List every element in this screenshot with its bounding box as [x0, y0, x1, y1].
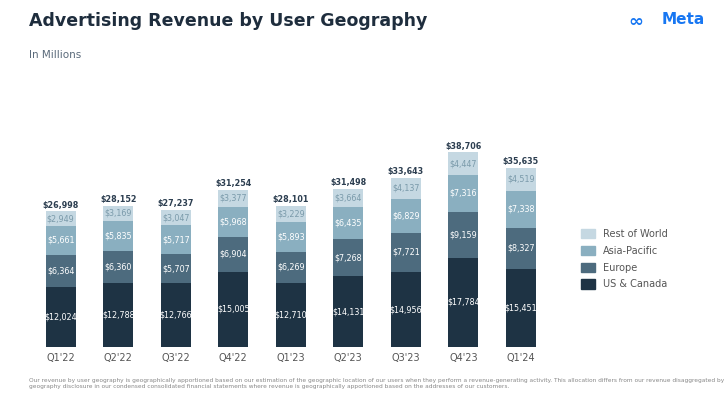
- Bar: [334, 239, 364, 276]
- Bar: [506, 269, 536, 347]
- Bar: [103, 221, 133, 251]
- Text: $5,707: $5,707: [162, 264, 190, 273]
- Text: $5,968: $5,968: [220, 217, 247, 226]
- Bar: [334, 276, 364, 347]
- Bar: [506, 227, 536, 269]
- Text: $2,949: $2,949: [47, 214, 75, 223]
- Text: $33,643: $33,643: [387, 167, 424, 176]
- Text: $5,835: $5,835: [105, 232, 132, 241]
- Text: $12,766: $12,766: [159, 310, 192, 320]
- Text: $6,829: $6,829: [392, 211, 419, 220]
- Bar: [161, 283, 190, 347]
- Text: $5,661: $5,661: [47, 236, 74, 245]
- Text: $4,447: $4,447: [449, 159, 477, 168]
- Text: $27,237: $27,237: [158, 200, 194, 208]
- Bar: [218, 190, 248, 207]
- Text: $3,664: $3,664: [334, 194, 362, 202]
- Text: $14,131: $14,131: [332, 307, 364, 316]
- Bar: [506, 168, 536, 191]
- Text: $15,005: $15,005: [217, 305, 249, 314]
- Text: $12,024: $12,024: [44, 312, 77, 321]
- Text: $12,788: $12,788: [102, 310, 134, 320]
- Text: ∞: ∞: [629, 13, 644, 31]
- Text: $4,137: $4,137: [392, 184, 419, 193]
- Bar: [218, 207, 248, 237]
- Text: $12,710: $12,710: [275, 311, 307, 320]
- Legend: Rest of World, Asia-Pacific, Europe, US & Canada: Rest of World, Asia-Pacific, Europe, US …: [578, 226, 670, 292]
- Bar: [276, 252, 306, 283]
- Bar: [391, 272, 421, 347]
- Bar: [161, 210, 190, 225]
- Text: $4,519: $4,519: [507, 175, 534, 184]
- Text: $3,047: $3,047: [162, 213, 190, 222]
- Bar: [506, 191, 536, 227]
- Bar: [334, 189, 364, 207]
- Text: $31,254: $31,254: [215, 179, 252, 188]
- Bar: [103, 251, 133, 283]
- Bar: [276, 206, 306, 222]
- Bar: [276, 222, 306, 252]
- Text: $26,998: $26,998: [42, 201, 79, 209]
- Bar: [449, 211, 478, 258]
- Text: $8,327: $8,327: [507, 244, 534, 253]
- Text: $7,721: $7,721: [392, 248, 419, 257]
- Bar: [46, 211, 76, 226]
- Text: $31,498: $31,498: [330, 178, 366, 187]
- Bar: [391, 178, 421, 199]
- Text: $35,635: $35,635: [503, 157, 539, 166]
- Bar: [449, 152, 478, 175]
- Text: $38,706: $38,706: [445, 142, 481, 151]
- Bar: [46, 255, 76, 286]
- Text: $3,229: $3,229: [277, 209, 305, 218]
- Text: $6,360: $6,360: [105, 262, 132, 271]
- Bar: [46, 286, 76, 347]
- Bar: [46, 226, 76, 255]
- Text: In Millions: In Millions: [29, 50, 81, 60]
- Text: $9,159: $9,159: [449, 230, 477, 239]
- Text: $15,451: $15,451: [505, 304, 537, 313]
- Bar: [103, 205, 133, 221]
- Text: $6,435: $6,435: [334, 219, 362, 228]
- Text: $5,893: $5,893: [277, 232, 305, 241]
- Text: $3,377: $3,377: [220, 194, 247, 203]
- Text: $14,956: $14,956: [390, 305, 422, 314]
- Text: Our revenue by user geography is geographically apportioned based on our estimat: Our revenue by user geography is geograp…: [29, 378, 724, 389]
- Text: $7,338: $7,338: [507, 205, 534, 213]
- Text: $7,316: $7,316: [449, 189, 477, 198]
- Text: $6,269: $6,269: [277, 263, 305, 272]
- Text: $6,904: $6,904: [220, 250, 247, 259]
- Text: $7,268: $7,268: [334, 253, 362, 262]
- Bar: [391, 199, 421, 233]
- Text: $17,784: $17,784: [447, 298, 480, 307]
- Text: Advertising Revenue by User Geography: Advertising Revenue by User Geography: [29, 12, 427, 30]
- Bar: [334, 207, 364, 239]
- Text: $6,364: $6,364: [47, 266, 74, 275]
- Text: $28,152: $28,152: [100, 195, 137, 204]
- Bar: [161, 225, 190, 254]
- Bar: [391, 233, 421, 272]
- Bar: [161, 254, 190, 283]
- Bar: [218, 237, 248, 272]
- Bar: [276, 283, 306, 347]
- Text: $28,101: $28,101: [273, 195, 309, 204]
- Text: $5,717: $5,717: [162, 235, 190, 244]
- Bar: [449, 175, 478, 211]
- Text: $3,169: $3,169: [105, 209, 132, 218]
- Text: Meta: Meta: [662, 12, 705, 27]
- Bar: [218, 272, 248, 347]
- Bar: [103, 283, 133, 347]
- Bar: [449, 258, 478, 347]
